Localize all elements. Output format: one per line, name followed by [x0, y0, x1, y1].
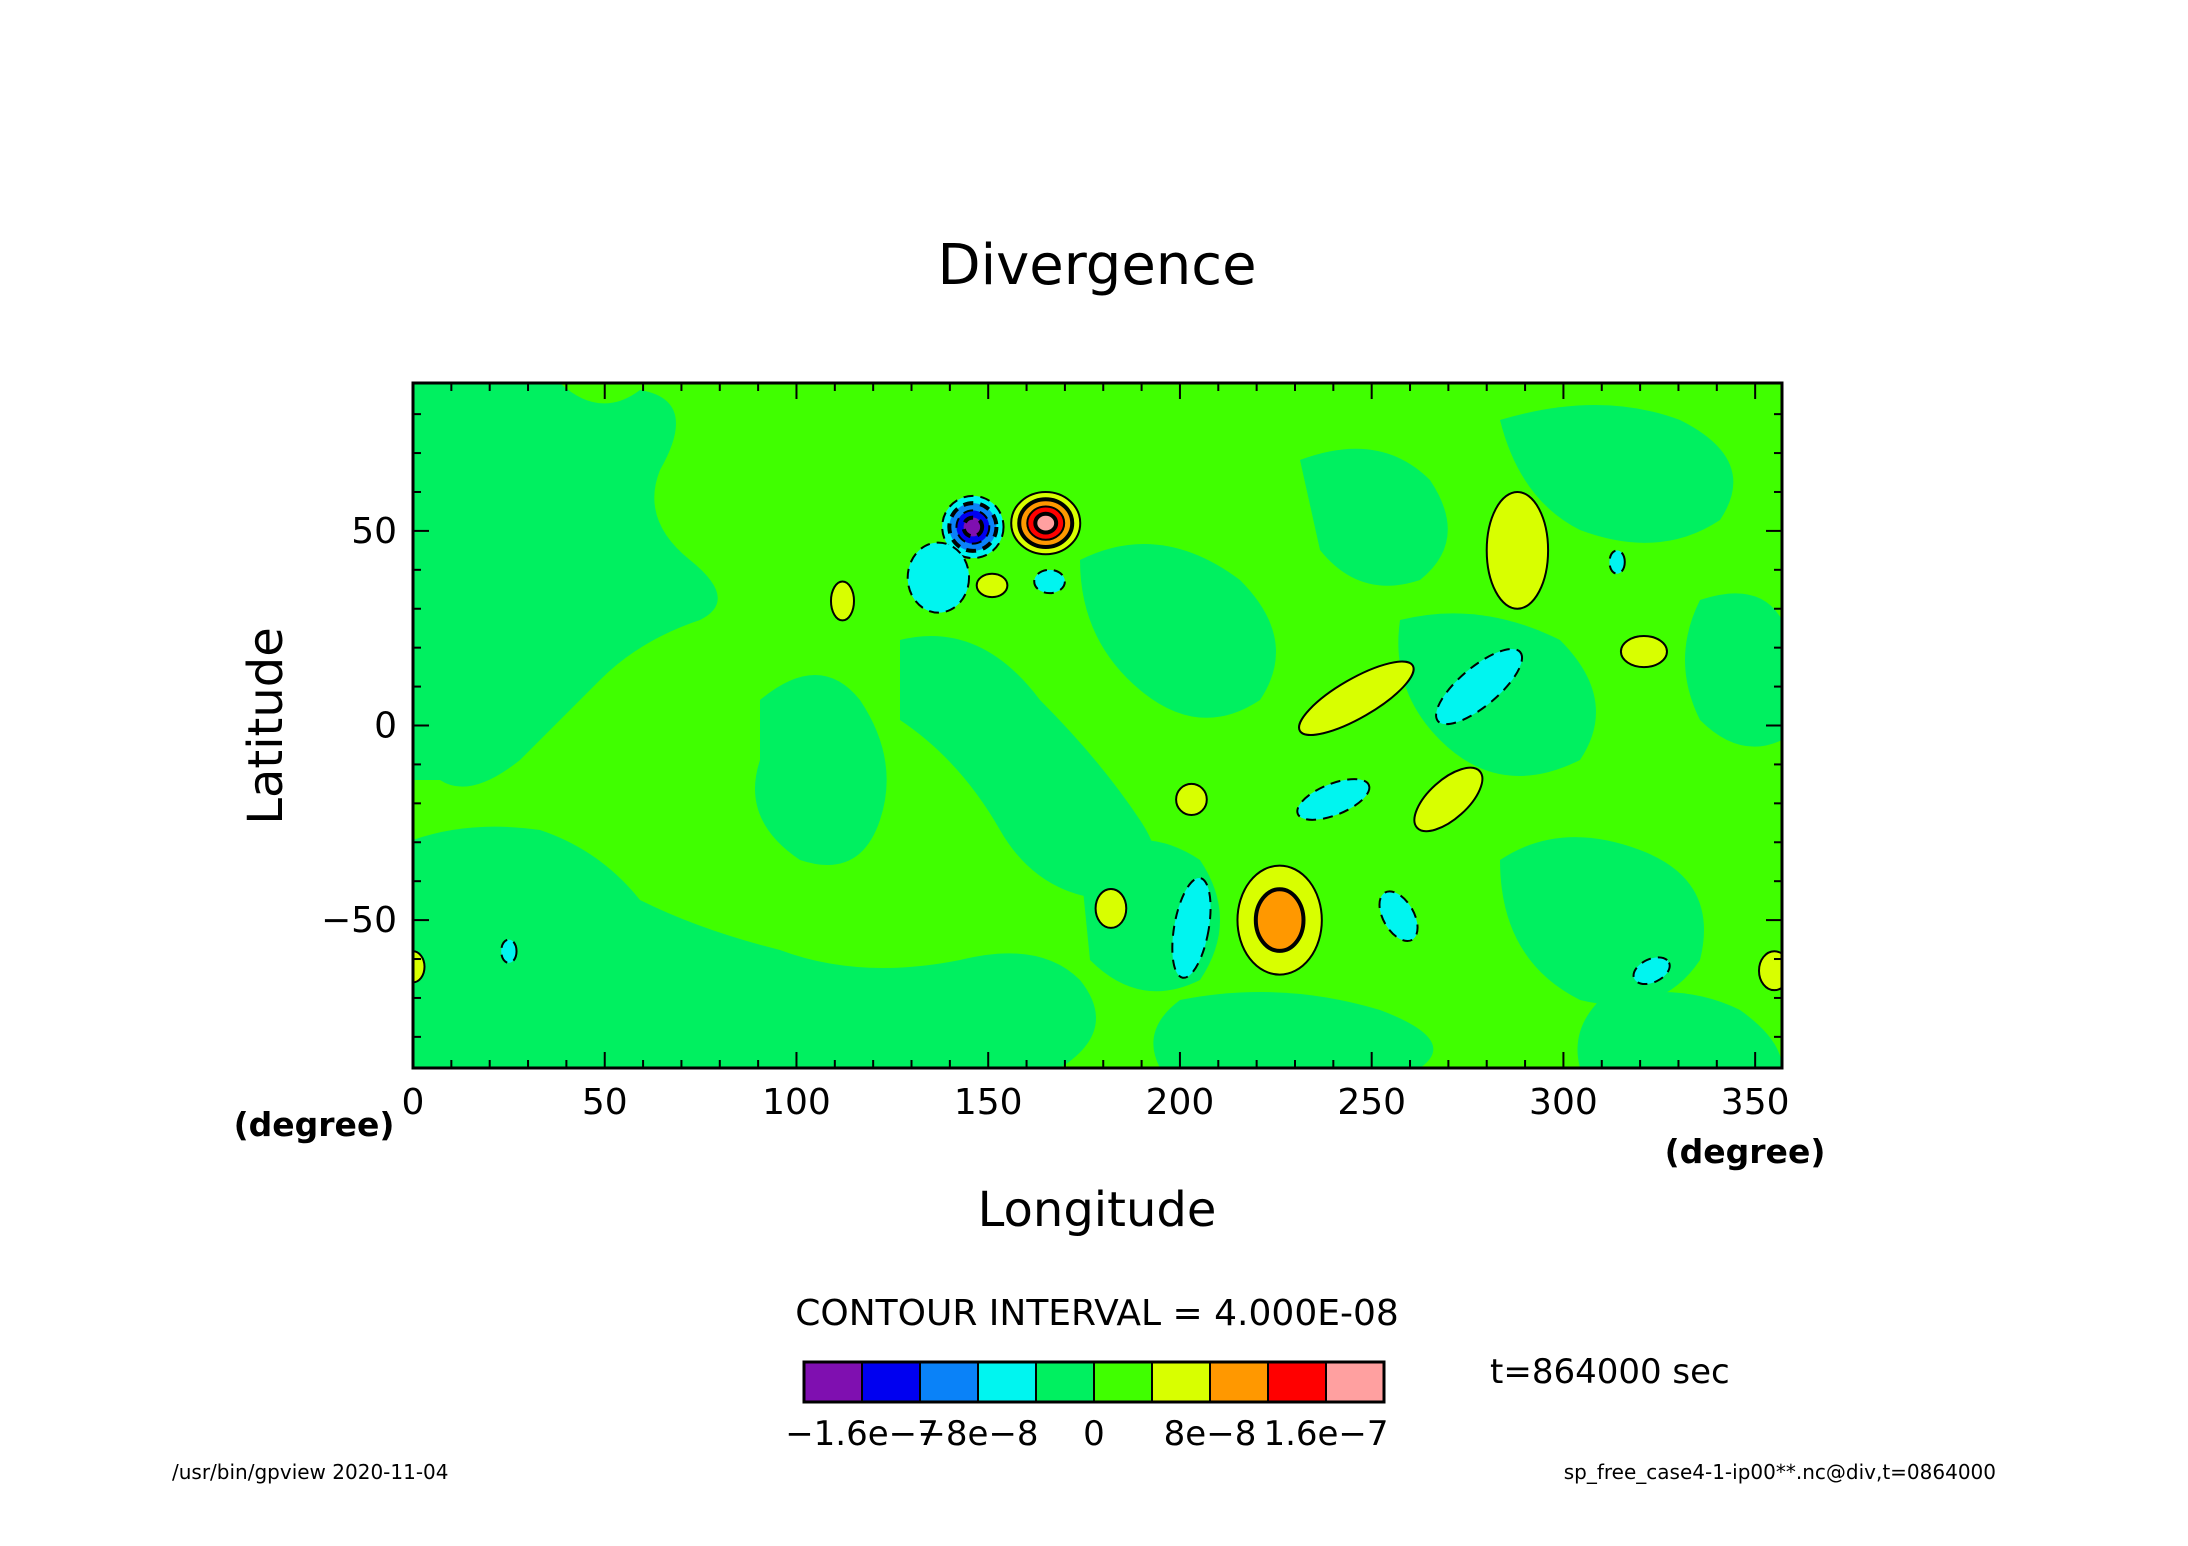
colorbar-label: 0 [1083, 1414, 1105, 1454]
x-unit-right: (degree) [1665, 1132, 1826, 1171]
contour-level [1253, 887, 1306, 953]
colorbar-label: −1.6e−7 [785, 1414, 939, 1454]
contour-level [906, 541, 971, 614]
y-tick-label: −50 [321, 900, 397, 941]
contour-feature [1010, 490, 1082, 556]
contour-level [829, 580, 855, 622]
contour-level [1296, 778, 1371, 821]
x-tick-label: 300 [1529, 1082, 1598, 1123]
contour-feature [1485, 490, 1550, 610]
colorbar-swatch [861, 1361, 921, 1403]
contour-level [1413, 766, 1484, 833]
contour-level [1632, 956, 1671, 986]
colorbar-swatch [1151, 1361, 1211, 1403]
contour-feature [1619, 634, 1668, 669]
contour-feature [1296, 778, 1371, 821]
contour-level [1435, 647, 1524, 726]
contour-feature [1175, 782, 1208, 817]
contour-level [1298, 660, 1415, 736]
y-tick-labels: −50 0 50 [321, 511, 397, 941]
chart-title: Divergence [937, 233, 1256, 298]
contour-feature [1298, 660, 1415, 736]
contour-level [1094, 887, 1128, 929]
axis-ticks [412, 383, 1782, 1068]
contour-level [1171, 876, 1212, 979]
contour-feature [1033, 568, 1066, 595]
contour-level [1608, 549, 1626, 575]
contour-level [1757, 950, 1782, 992]
colorbar [802, 1360, 1386, 1404]
colorbar-swatch [977, 1361, 1037, 1403]
y-tick-label: 50 [351, 511, 397, 552]
colorbar-label: 8e−8 [1164, 1414, 1257, 1454]
contour-level [1378, 890, 1419, 943]
colorbar-swatch [1093, 1361, 1153, 1403]
x-tick-label: 0 [402, 1082, 425, 1123]
contour-feature [975, 572, 1009, 599]
contour-features [413, 490, 1782, 992]
plot-area [413, 383, 1782, 1068]
contour-feature [1435, 647, 1524, 726]
contour-interval-label: CONTOUR INTERVAL = 4.000E-08 [795, 1293, 1399, 1334]
colorbar-label: 1.6e−7 [1263, 1414, 1388, 1454]
contour-feature [1608, 549, 1626, 575]
colorbar-swatch [1209, 1361, 1269, 1403]
contour-feature [1632, 956, 1671, 986]
contour-level [1033, 511, 1059, 535]
contour-feature [1413, 766, 1484, 833]
colorbar-swatch [919, 1361, 979, 1403]
contour-level [1485, 490, 1550, 610]
x-tick-label: 250 [1337, 1082, 1406, 1123]
contour-level [1619, 634, 1668, 669]
colorbar-swatch [1035, 1361, 1095, 1403]
colorbar-swatch [1267, 1361, 1327, 1403]
colorbar-frame [802, 1360, 1386, 1404]
colorbar-label: −8e−8 [917, 1414, 1038, 1454]
footer-left: /usr/bin/gpview 2020-11-04 [172, 1460, 449, 1484]
x-tick-labels: 0 50 100 150 200 250 300 350 [402, 1082, 1790, 1123]
x-tick-label: 150 [954, 1082, 1023, 1123]
contour-level [975, 572, 1009, 599]
contour-level [500, 938, 518, 964]
y-tick-label: 0 [374, 706, 397, 747]
x-axis-label: Longitude [978, 1182, 1217, 1238]
x-tick-label: 350 [1721, 1082, 1790, 1123]
contour-level [961, 515, 985, 539]
contour-feature [500, 938, 518, 964]
contour-level [1175, 782, 1208, 817]
contour-feature [1236, 864, 1323, 976]
contour-feature [1171, 876, 1212, 979]
colorbar-labels: −1.6e−7−8e−8 0 8e−8 1.6e−7 [785, 1414, 1388, 1454]
x-tick-label: 100 [762, 1082, 831, 1123]
x-tick-label: 200 [1146, 1082, 1215, 1123]
contour-feature [906, 541, 971, 614]
colorbar-swatch [803, 1361, 863, 1403]
x-tick-label: 50 [582, 1082, 628, 1123]
colorbar-swatch [1325, 1361, 1385, 1403]
footer-right: sp_free_case4-1-ip00**.nc@div,t=0864000 [1564, 1460, 1996, 1484]
y-axis-label: Latitude [238, 627, 294, 825]
time-label: t=864000 sec [1490, 1352, 1730, 1392]
contour-level [1033, 568, 1066, 595]
x-unit-left: (degree) [234, 1105, 395, 1144]
contour-feature [1757, 950, 1782, 992]
contour-feature [1378, 890, 1419, 943]
contour-feature [829, 580, 855, 622]
contour-feature [1094, 887, 1128, 929]
contour-feature [941, 494, 1005, 560]
